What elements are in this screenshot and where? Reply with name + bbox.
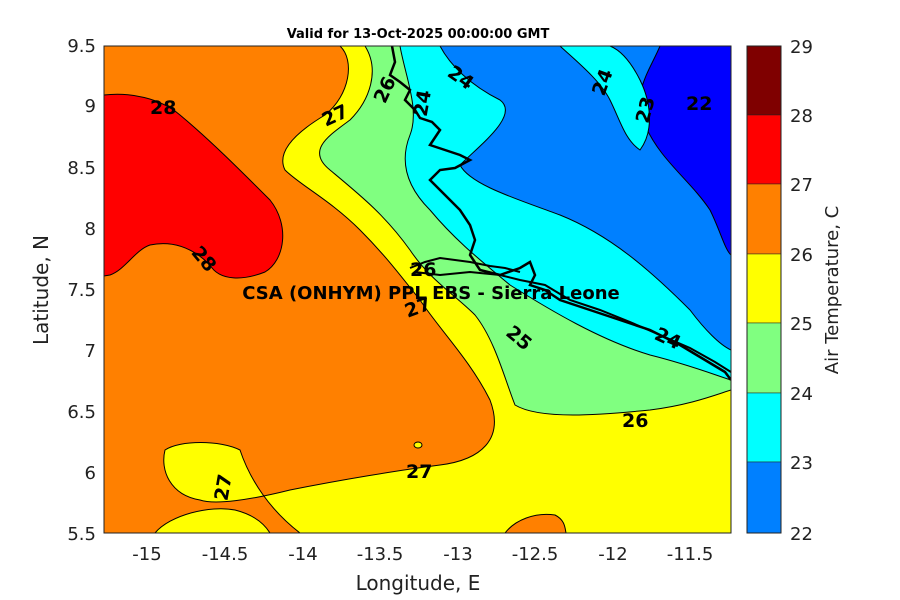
band-below-23	[639, 46, 731, 256]
colorbar-swatch	[746, 461, 782, 534]
y-tick-label: 8.5	[67, 158, 96, 179]
band-25-26-south	[154, 508, 271, 533]
band-27-28	[104, 93, 284, 279]
colorbar-swatch	[746, 392, 782, 463]
x-tick-label: -13.5	[357, 544, 404, 565]
colorbar-tick-label: 26	[790, 245, 813, 266]
y-axis-label: Latitude, N	[29, 235, 53, 345]
x-axis-label: Longitude, E	[356, 571, 481, 595]
contour-label: 22	[686, 93, 712, 115]
contour-label: 27	[406, 461, 432, 483]
x-tick-label: -13	[443, 544, 472, 565]
y-axis: 9.5 9 8.5 8 7.5 7 6.5 6 5.5 Latitude, N	[29, 36, 96, 545]
colorbar-tick-label: 28	[790, 106, 813, 127]
contour-label: 28	[150, 97, 176, 119]
contour-label: 24	[410, 88, 436, 118]
band-25-26-patch	[413, 441, 423, 449]
coastline	[388, 46, 731, 381]
colorbar-frame	[746, 45, 782, 534]
band-23-24-tongue	[559, 46, 650, 151]
colorbar-swatch	[746, 114, 782, 185]
colorbar-swatch	[746, 183, 782, 255]
y-tick-label: 5.5	[67, 524, 96, 545]
colorbar: 29 28 27 26 25 24 23 22 Air Temperature,…	[746, 37, 843, 545]
colorbar-tick-label: 24	[790, 384, 813, 405]
map-title: Valid for 13-Oct-2025 00:00:00 GMT	[287, 27, 550, 42]
temperature-field	[104, 46, 731, 533]
contour-label: 27	[210, 472, 236, 502]
y-tick-label: 9	[85, 96, 96, 117]
colorbar-tick-label: 29	[790, 37, 813, 58]
inland-border-2	[409, 256, 521, 273]
colorbar-tick-label: 23	[790, 453, 813, 474]
y-tick-label: 6	[85, 463, 96, 484]
colorbar-label: Air Temperature, C	[822, 206, 843, 374]
x-tick-label: -12.5	[512, 544, 559, 565]
x-axis: -15 -14.5 -14 -13.5 -13 -12.5 -12 -11.5 …	[132, 544, 713, 595]
contour-labels: 28 28 27 26 24 24 23 22 26 27 25 24 26 2…	[150, 61, 712, 502]
x-tick-label: -14.5	[202, 544, 249, 565]
site-annotation: CSA (ONHYM) PPL EBS - Sierra Leone	[242, 283, 619, 304]
x-tick-label: -12	[598, 544, 627, 565]
colorbar-tick-label: 25	[790, 314, 813, 335]
colorbar-swatch	[746, 253, 782, 324]
colorbar-swatch	[746, 322, 782, 394]
x-tick-label: -15	[132, 544, 161, 565]
x-tick-label: -14	[288, 544, 317, 565]
y-tick-label: 9.5	[67, 36, 96, 57]
contour-label: 26	[622, 410, 648, 432]
plot-frame	[103, 45, 732, 534]
contour-label: 26	[410, 259, 436, 281]
y-tick-label: 7.5	[67, 280, 96, 301]
colorbar-tick-label: 27	[790, 175, 813, 196]
x-tick-label: -11.5	[667, 544, 714, 565]
band-26-27-southeast	[504, 513, 567, 533]
y-tick-label: 6.5	[67, 402, 96, 423]
y-tick-label: 8	[85, 219, 96, 240]
colorbar-swatch	[746, 45, 782, 116]
y-tick-label: 7	[85, 341, 96, 362]
colorbar-tick-label: 22	[790, 524, 813, 545]
inland-border	[414, 270, 731, 373]
